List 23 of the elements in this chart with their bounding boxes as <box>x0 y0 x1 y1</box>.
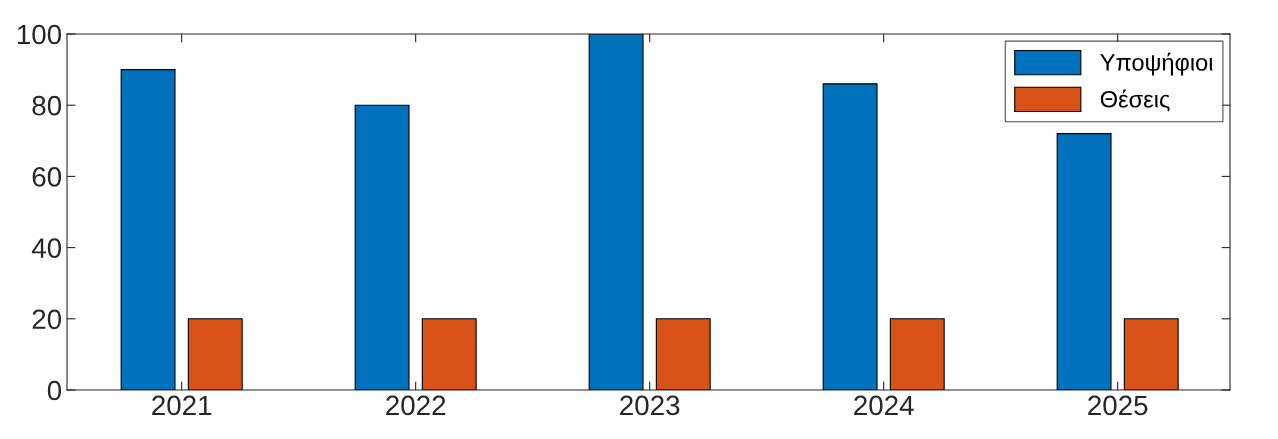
bar <box>889 318 945 390</box>
y-tick-label: 40 <box>31 238 62 258</box>
bar <box>421 318 477 390</box>
y-tick-label: 100 <box>17 24 62 45</box>
y-tick-label: 0 <box>47 380 62 401</box>
bar <box>655 318 711 390</box>
x-tick-label: 2022 <box>386 395 446 416</box>
x-tick-label: 2021 <box>152 395 212 416</box>
bar <box>822 83 878 390</box>
legend-label: Υποψήφιοι <box>1100 52 1213 76</box>
bar <box>1123 318 1179 390</box>
bar <box>120 69 176 390</box>
y-tick-label: 80 <box>32 95 62 116</box>
bar <box>354 104 410 390</box>
y-tick-label: 60 <box>32 167 62 187</box>
y-tick-label: 20 <box>32 309 62 330</box>
legend-label: Θέσεις <box>1100 89 1170 112</box>
bar <box>588 34 644 390</box>
x-tick-label: 2023 <box>620 395 680 416</box>
bar <box>187 318 243 390</box>
bar <box>1056 133 1112 390</box>
x-tick-label: 2025 <box>1088 395 1148 416</box>
x-tick-label: 2024 <box>854 395 914 416</box>
